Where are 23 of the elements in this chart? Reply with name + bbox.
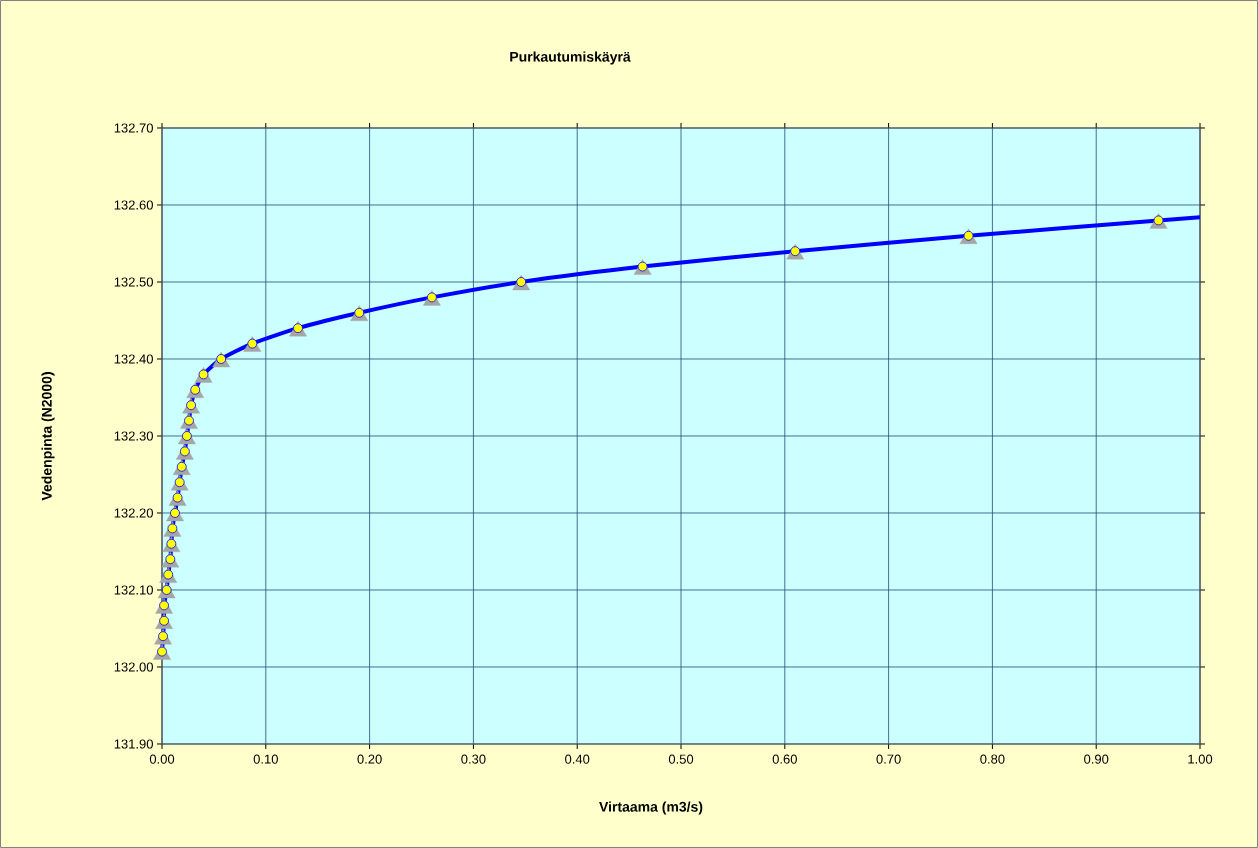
x-tick-label: 0.30 <box>461 754 486 764</box>
y-tick-label: 131.90 <box>114 739 153 749</box>
chart-title: Purkautumiskäyrä <box>510 51 631 65</box>
x-tick-label: 0.80 <box>980 754 1005 764</box>
y-tick-label: 132.60 <box>114 200 153 210</box>
y-tick-label: 132.20 <box>114 508 153 518</box>
y-axis-title: Vedenpinta (N2000) <box>41 372 55 501</box>
x-tick-label: 0.90 <box>1084 754 1109 764</box>
x-tick-label: 0.70 <box>876 754 901 764</box>
x-tick-label: 0.60 <box>772 754 797 764</box>
y-tick-label: 132.40 <box>114 354 153 364</box>
x-tick-label: 1.00 <box>1188 754 1213 764</box>
x-tick-label: 0.00 <box>149 754 175 764</box>
y-tick-label: 132.30 <box>114 431 153 441</box>
y-tick-label: 132.50 <box>114 277 153 287</box>
x-tick-label: 0.20 <box>357 754 382 764</box>
y-tick-label: 132.00 <box>114 662 153 672</box>
x-tick-label: 0.10 <box>253 754 278 764</box>
x-axis-title: Virtaama (m3/s) <box>599 801 703 815</box>
x-tick-label: 0.40 <box>565 754 590 764</box>
y-tick-label: 132.10 <box>114 585 153 595</box>
x-tick-label: 0.50 <box>668 754 694 764</box>
y-tick-label: 132.70 <box>114 123 153 133</box>
